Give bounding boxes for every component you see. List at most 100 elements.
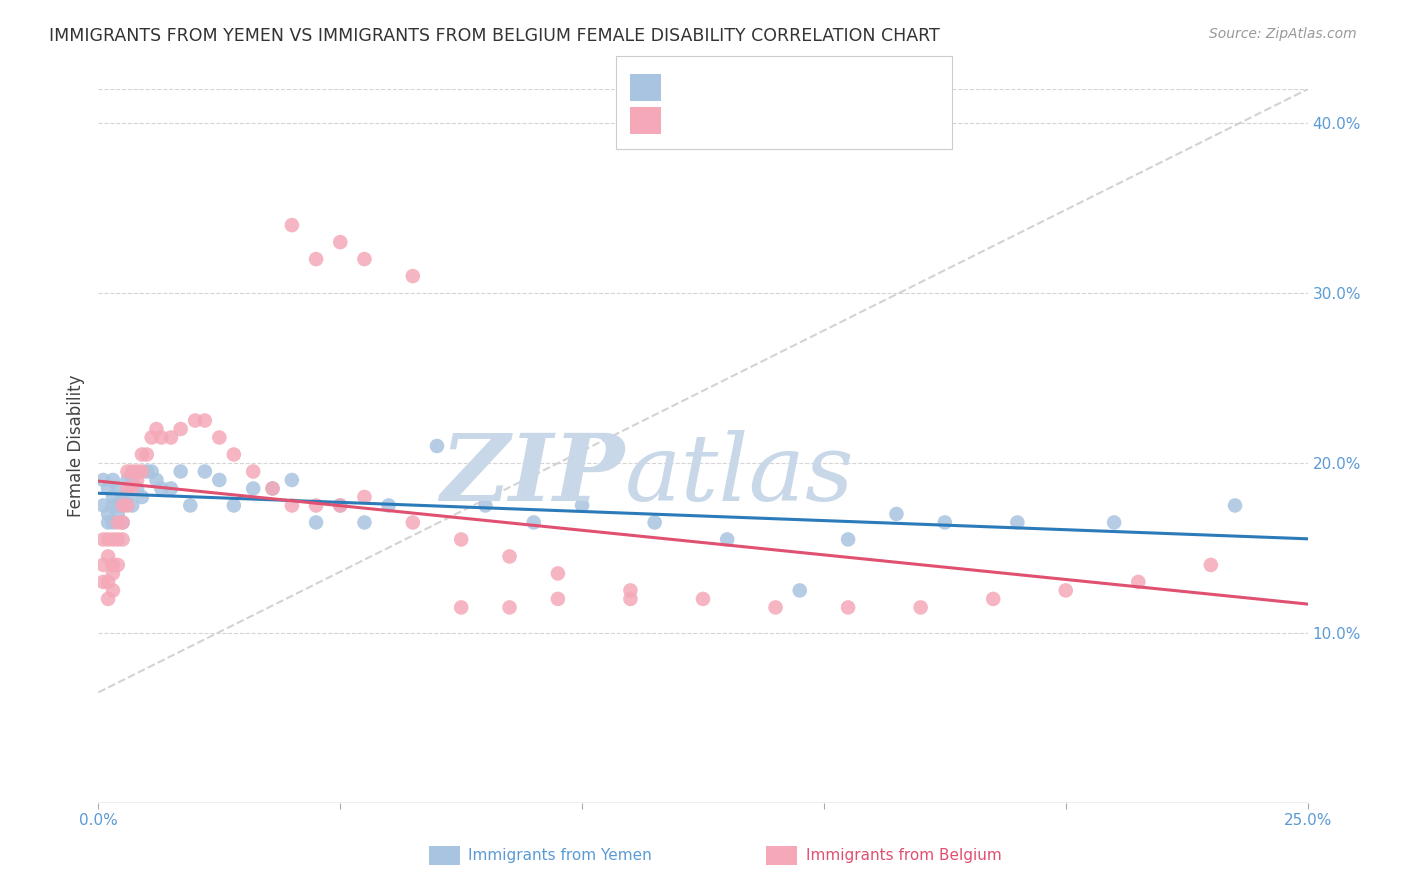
Point [547, 566, 569, 581]
Point [97, 549, 120, 564]
Point [107, 507, 129, 521]
Point [1223, 499, 1246, 513]
Point [222, 448, 245, 462]
Point [107, 558, 129, 572]
Point [329, 499, 352, 513]
Point [91, 558, 114, 572]
Point [97, 516, 120, 530]
Point [619, 583, 641, 598]
Point [474, 499, 496, 513]
Point [121, 499, 143, 513]
Point [1007, 516, 1029, 530]
Point [160, 430, 183, 444]
Point [111, 516, 134, 530]
Point [121, 473, 143, 487]
Point [523, 516, 546, 530]
Point [1102, 516, 1125, 530]
Text: R = -0.075   N = 51: R = -0.075 N = 51 [672, 78, 835, 96]
Point [91, 499, 114, 513]
Point [281, 218, 304, 232]
Point [281, 473, 304, 487]
Point [141, 430, 163, 444]
Point [101, 516, 124, 530]
Point [981, 591, 1004, 606]
Point [111, 533, 134, 547]
Point [117, 490, 139, 504]
Point [111, 516, 134, 530]
Point [450, 533, 472, 547]
Point [194, 413, 217, 427]
Point [692, 591, 714, 606]
Point [305, 499, 328, 513]
Point [1128, 574, 1150, 589]
Point [194, 465, 217, 479]
Text: ZIP: ZIP [440, 430, 624, 519]
Point [262, 482, 284, 496]
Point [450, 600, 472, 615]
Point [111, 490, 134, 504]
Text: Immigrants from Belgium: Immigrants from Belgium [806, 848, 1001, 863]
Point [97, 533, 120, 547]
Point [329, 499, 352, 513]
Point [117, 473, 139, 487]
Point [141, 465, 163, 479]
Point [402, 516, 425, 530]
Point [1054, 583, 1077, 598]
Point [127, 482, 149, 496]
Point [107, 533, 129, 547]
Text: Source: ZipAtlas.com: Source: ZipAtlas.com [1209, 27, 1357, 41]
Point [91, 533, 114, 547]
Point [222, 499, 245, 513]
Point [377, 499, 399, 513]
Point [131, 448, 153, 462]
Point [281, 499, 304, 513]
Text: IMMIGRANTS FROM YEMEN VS IMMIGRANTS FROM BELGIUM FEMALE DISABILITY CORRELATION C: IMMIGRANTS FROM YEMEN VS IMMIGRANTS FROM… [49, 27, 941, 45]
Point [169, 465, 191, 479]
Point [426, 439, 449, 453]
Point [121, 482, 143, 496]
Point [97, 574, 120, 589]
Point [107, 516, 129, 530]
Point [644, 516, 666, 530]
Point [208, 473, 231, 487]
Point [910, 600, 932, 615]
Point [262, 482, 284, 496]
Text: Immigrants from Yemen: Immigrants from Yemen [468, 848, 652, 863]
Point [97, 591, 120, 606]
Point [107, 482, 129, 496]
Point [353, 516, 375, 530]
Point [329, 235, 352, 249]
Point [837, 600, 859, 615]
Point [131, 465, 153, 479]
Point [242, 465, 264, 479]
Point [135, 465, 157, 479]
Point [571, 499, 593, 513]
Point [111, 499, 134, 513]
Point [101, 490, 124, 504]
Point [91, 574, 114, 589]
Point [837, 533, 859, 547]
Point [305, 516, 328, 530]
Point [135, 448, 157, 462]
Point [111, 499, 134, 513]
Point [498, 600, 520, 615]
Point [179, 499, 201, 513]
Point [208, 430, 231, 444]
Point [150, 482, 173, 496]
Text: R =  0.440   N = 64: R = 0.440 N = 64 [672, 112, 834, 129]
Point [97, 507, 120, 521]
Point [402, 269, 425, 284]
Point [107, 499, 129, 513]
Y-axis label: Female Disability: Female Disability [66, 375, 84, 517]
Point [886, 507, 908, 521]
Point [498, 549, 520, 564]
Point [353, 490, 375, 504]
Point [716, 533, 738, 547]
Point [305, 252, 328, 266]
Point [127, 473, 149, 487]
Point [789, 583, 811, 598]
Point [101, 583, 124, 598]
Point [765, 600, 787, 615]
Point [117, 465, 139, 479]
Point [131, 490, 153, 504]
